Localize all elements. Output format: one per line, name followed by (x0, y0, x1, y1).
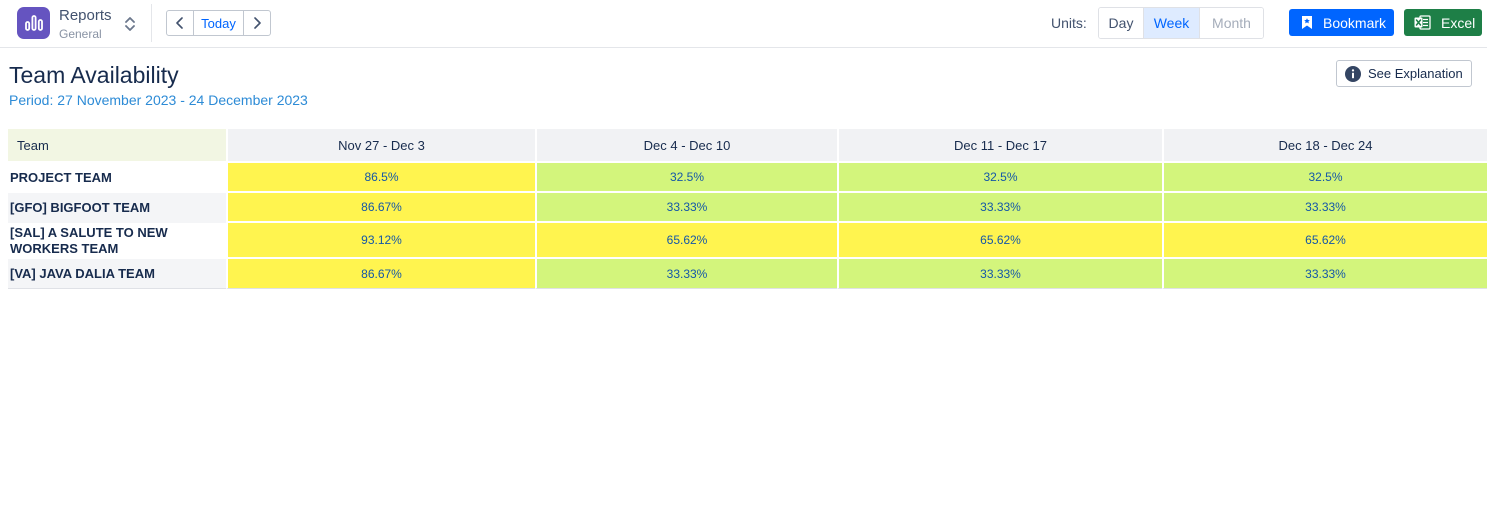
unit-month-option[interactable]: Month (1200, 8, 1263, 38)
availability-cell: 86.67% (226, 259, 535, 289)
team-name: [GFO] BIGFOOT TEAM (8, 193, 226, 223)
chevron-left-icon (176, 17, 183, 29)
availability-cell: 32.5% (535, 163, 837, 193)
bookmark-button[interactable]: Bookmark (1289, 9, 1394, 36)
page-title: Team Availability (9, 62, 179, 88)
availability-cell: 65.62% (837, 223, 1162, 259)
units-label: Units: (1051, 15, 1087, 31)
units-toggle: Day Week Month (1098, 7, 1264, 39)
availability-cell: 33.33% (1162, 259, 1487, 289)
chevron-up-down-icon[interactable] (121, 12, 139, 36)
availability-cell: 33.33% (1162, 193, 1487, 223)
next-period-button[interactable] (244, 11, 270, 35)
today-button[interactable]: Today (194, 11, 244, 35)
app-subtitle: General (59, 27, 102, 41)
column-header-week: Dec 18 - Dec 24 (1162, 129, 1487, 163)
availability-cell: 32.5% (1162, 163, 1487, 193)
column-header-team: Team (8, 129, 226, 163)
previous-period-button[interactable] (167, 11, 194, 35)
excel-icon (1414, 15, 1431, 30)
top-toolbar: Reports General Today Units: Day Week Mo… (0, 0, 1487, 48)
availability-cell: 86.5% (226, 163, 535, 193)
unit-week-option[interactable]: Week (1144, 8, 1200, 38)
column-header-week: Dec 11 - Dec 17 (837, 129, 1162, 163)
availability-table: Team Nov 27 - Dec 3 Dec 4 - Dec 10 Dec 1… (8, 129, 1487, 289)
availability-cell: 65.62% (1162, 223, 1487, 259)
info-icon (1345, 65, 1361, 82)
table-row: PROJECT TEAM 86.5% 32.5% 32.5% 32.5% (8, 163, 1487, 193)
column-header-week: Nov 27 - Dec 3 (226, 129, 535, 163)
table-header-row: Team Nov 27 - Dec 3 Dec 4 - Dec 10 Dec 1… (8, 129, 1487, 163)
bookmark-label: Bookmark (1323, 14, 1387, 31)
excel-export-button[interactable]: Excel (1404, 9, 1482, 36)
column-header-week: Dec 4 - Dec 10 (535, 129, 837, 163)
table-row: [SAL] A SALUTE TO NEW WORKERS TEAM 93.12… (8, 223, 1487, 259)
report-period: Period: 27 November 2023 - 24 December 2… (9, 92, 308, 108)
availability-cell: 33.33% (837, 259, 1162, 289)
availability-cell: 86.67% (226, 193, 535, 223)
excel-label: Excel (1441, 14, 1476, 31)
team-name: PROJECT TEAM (8, 163, 226, 193)
table-row: [VA] JAVA DALIA TEAM 86.67% 33.33% 33.33… (8, 259, 1487, 289)
availability-cell: 93.12% (226, 223, 535, 259)
bookmark-icon (1301, 15, 1313, 30)
see-explanation-label: See Explanation (1368, 66, 1463, 81)
unit-day-option[interactable]: Day (1099, 8, 1144, 38)
chevron-right-icon (254, 17, 261, 29)
availability-cell: 33.33% (535, 193, 837, 223)
team-name: [SAL] A SALUTE TO NEW WORKERS TEAM (8, 223, 226, 259)
table-row: [GFO] BIGFOOT TEAM 86.67% 33.33% 33.33% … (8, 193, 1487, 223)
availability-cell: 65.62% (535, 223, 837, 259)
reports-app-icon[interactable] (17, 7, 50, 39)
availability-cell: 33.33% (535, 259, 837, 289)
date-navigation: Today (166, 10, 271, 36)
availability-cell: 33.33% (837, 193, 1162, 223)
app-name: Reports (59, 7, 112, 24)
availability-cell: 32.5% (837, 163, 1162, 193)
team-name: [VA] JAVA DALIA TEAM (8, 259, 226, 289)
see-explanation-button[interactable]: See Explanation (1336, 60, 1472, 87)
divider (151, 4, 152, 42)
